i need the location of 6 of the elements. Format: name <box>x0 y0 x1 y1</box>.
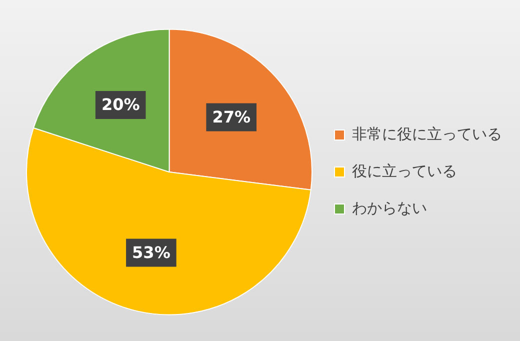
data-label: 27% <box>212 107 251 126</box>
data-label: 53% <box>132 242 170 262</box>
data-label: 20% <box>101 95 140 114</box>
legend-label: わからない <box>352 198 427 217</box>
legend-label: 非常に役に立っている <box>352 124 502 143</box>
legend-label: 役に立っている <box>352 162 457 180</box>
